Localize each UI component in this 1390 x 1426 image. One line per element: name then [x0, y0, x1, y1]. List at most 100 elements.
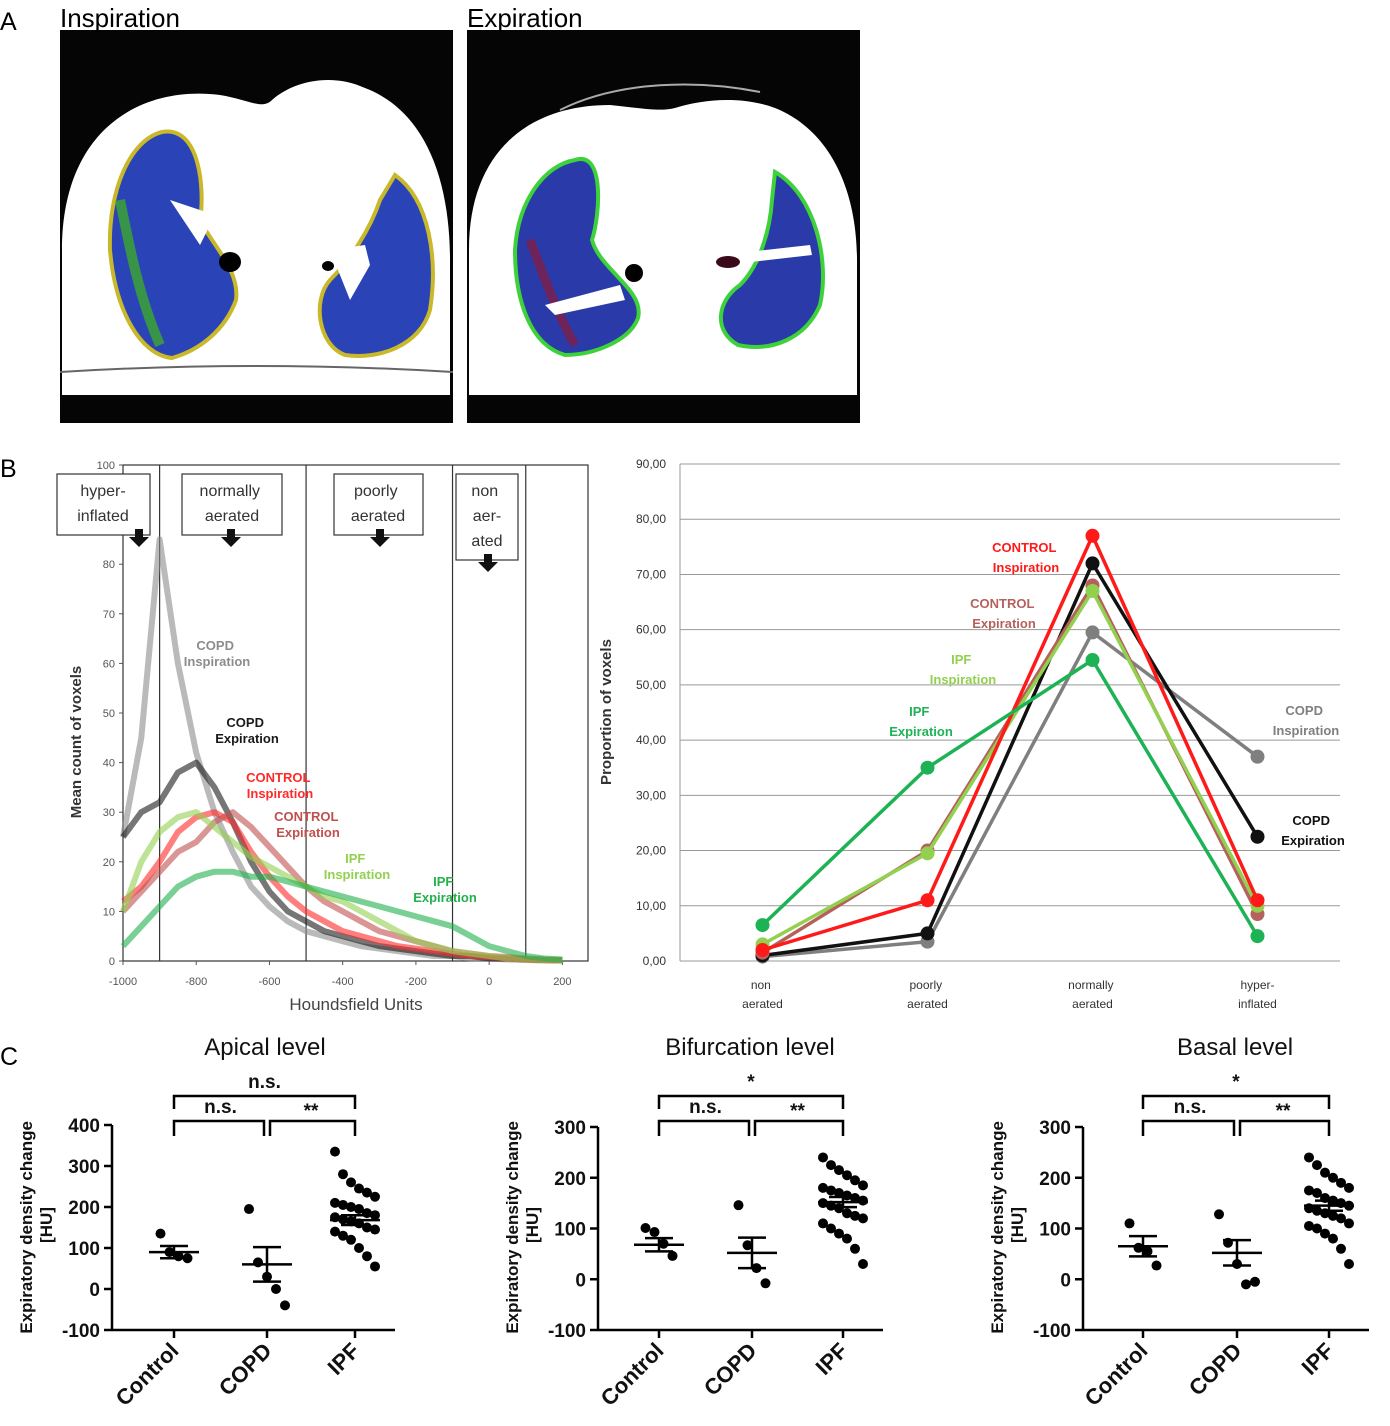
- y-tick-label: 60: [103, 658, 115, 670]
- significance-label: *: [747, 1072, 755, 1093]
- chart-title: Bifurcation level: [665, 1034, 834, 1061]
- y-tick-label: 100: [1039, 1220, 1071, 1241]
- x-tick-label: 200: [553, 976, 571, 988]
- data-point: [1344, 1259, 1354, 1269]
- series-point: [921, 761, 935, 775]
- data-point: [362, 1251, 372, 1261]
- y-tick-label: 200: [1039, 1169, 1071, 1190]
- data-point: [370, 1192, 380, 1202]
- panel-label: A: [0, 8, 17, 36]
- data-point: [850, 1244, 860, 1254]
- region-label: non aer-ated: [471, 483, 502, 550]
- chart-title: Apical level: [204, 1034, 325, 1061]
- data-point: [761, 1278, 771, 1288]
- data-point: [1344, 1218, 1354, 1228]
- series-point: [921, 846, 935, 860]
- data-point: [1250, 1277, 1260, 1287]
- series-point: [756, 918, 770, 932]
- y-tick-label: 30,00: [636, 788, 666, 802]
- panel-label: B: [0, 455, 17, 483]
- y-tick-label: 200: [68, 1198, 100, 1219]
- data-point: [858, 1259, 868, 1269]
- y-tick-label: 10,00: [636, 899, 666, 913]
- y-tick-label: 80: [103, 559, 115, 571]
- y-tick-label: 100: [97, 460, 115, 472]
- significance-label: *: [1232, 1072, 1240, 1093]
- significance-label: **: [1276, 1101, 1291, 1122]
- data-point: [271, 1284, 281, 1294]
- data-point: [370, 1261, 380, 1271]
- data-point: [1214, 1209, 1224, 1219]
- data-point: [1152, 1261, 1162, 1271]
- series-label: CONTROL Inspiration: [246, 770, 314, 801]
- data-point: [354, 1243, 364, 1253]
- x-tick-label: -200: [405, 976, 427, 988]
- series-point: [1086, 584, 1100, 598]
- series-point: [1086, 653, 1100, 667]
- ct-image-inspiration: [60, 30, 453, 423]
- data-point: [338, 1169, 348, 1179]
- data-point: [641, 1223, 651, 1233]
- data-point: [370, 1225, 380, 1235]
- data-point: [858, 1180, 868, 1190]
- data-point: [346, 1177, 356, 1187]
- data-point: [1336, 1244, 1346, 1254]
- series-point: [1251, 929, 1265, 943]
- series-point: [1251, 750, 1265, 764]
- figure: A B C Inspiration Expiration 0 10 20 30 40 50…: [0, 0, 1390, 1426]
- data-point: [156, 1229, 166, 1239]
- y-tick-label: 30: [103, 807, 115, 819]
- data-point: [346, 1235, 356, 1245]
- y-tick-label: 40,00: [636, 733, 666, 747]
- y-tick-label: 0: [109, 956, 115, 968]
- series-label: CONTROL Expiration: [274, 809, 342, 840]
- series-point: [1251, 830, 1265, 844]
- y-tick-label: 80,00: [636, 512, 666, 526]
- y-tick-label: 50,00: [636, 678, 666, 692]
- x-tick-label: -600: [258, 976, 280, 988]
- data-point: [253, 1257, 263, 1267]
- series-point: [756, 943, 770, 957]
- y-tick-label: 10: [103, 906, 115, 918]
- page: { "figure": {"panel_labels": ["A", "B", …: [0, 0, 1390, 1426]
- ct-image-expiration: [467, 30, 860, 423]
- y-tick-label: 0: [1060, 1270, 1071, 1291]
- y-tick-label: 60,00: [636, 623, 666, 637]
- y-tick-label: 20: [103, 857, 115, 869]
- y-tick-label: 40: [103, 758, 115, 770]
- y-tick-label: -100: [1033, 1321, 1071, 1342]
- series-point: [1086, 625, 1100, 639]
- y-axis-label: Mean count of voxels: [68, 666, 85, 819]
- image-title: Expiration: [467, 3, 583, 33]
- series-point: [1086, 529, 1100, 543]
- significance-label: **: [790, 1101, 805, 1122]
- data-point: [1328, 1234, 1338, 1244]
- data-point: [280, 1300, 290, 1310]
- data-point: [842, 1234, 852, 1244]
- data-point: [858, 1196, 868, 1206]
- significance-label: n.s.: [248, 1072, 281, 1093]
- y-tick-label: 70: [103, 609, 115, 621]
- data-point: [244, 1204, 254, 1214]
- panel-label: C: [0, 1043, 18, 1071]
- x-tick-label: 0: [486, 976, 492, 988]
- image-title: Inspiration: [60, 3, 180, 33]
- y-tick-label: -100: [548, 1321, 586, 1342]
- y-tick-label: 90,00: [636, 457, 666, 471]
- x-tick-label: -1000: [109, 976, 137, 988]
- y-tick-label: 20,00: [636, 844, 666, 858]
- significance-label: n.s.: [204, 1097, 237, 1118]
- y-tick-label: -100: [62, 1321, 100, 1342]
- data-point: [650, 1227, 660, 1237]
- y-tick-label: 50: [103, 708, 115, 720]
- data-point: [370, 1210, 380, 1220]
- significance-label: n.s.: [1174, 1097, 1207, 1118]
- data-point: [1312, 1160, 1322, 1170]
- x-axis-label: Houndsfield Units: [289, 995, 422, 1014]
- series-point: [1086, 556, 1100, 570]
- series-point: [1251, 893, 1265, 907]
- data-point: [818, 1152, 828, 1162]
- chart-title: Basal level: [1177, 1034, 1293, 1061]
- y-tick-label: 300: [554, 1118, 586, 1139]
- data-point: [858, 1213, 868, 1223]
